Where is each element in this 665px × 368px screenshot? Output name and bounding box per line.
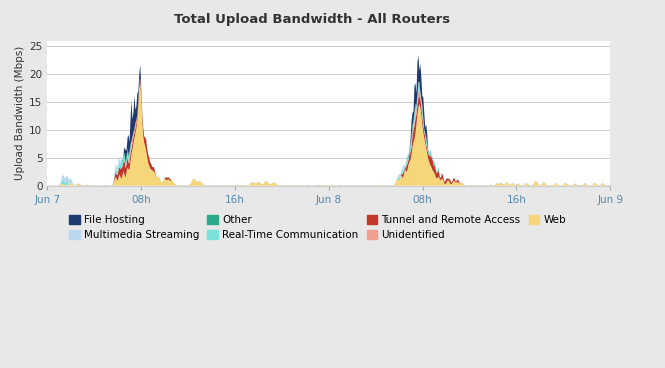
Legend: File Hosting, Multimedia Streaming, Other, Real-Time Communication, Tunnel and R: File Hosting, Multimedia Streaming, Othe…: [65, 211, 570, 244]
Text: Total Upload Bandwidth - All Routers: Total Upload Bandwidth - All Routers: [174, 13, 451, 26]
Y-axis label: Upload Bandwidth (Mbps): Upload Bandwidth (Mbps): [15, 46, 25, 180]
